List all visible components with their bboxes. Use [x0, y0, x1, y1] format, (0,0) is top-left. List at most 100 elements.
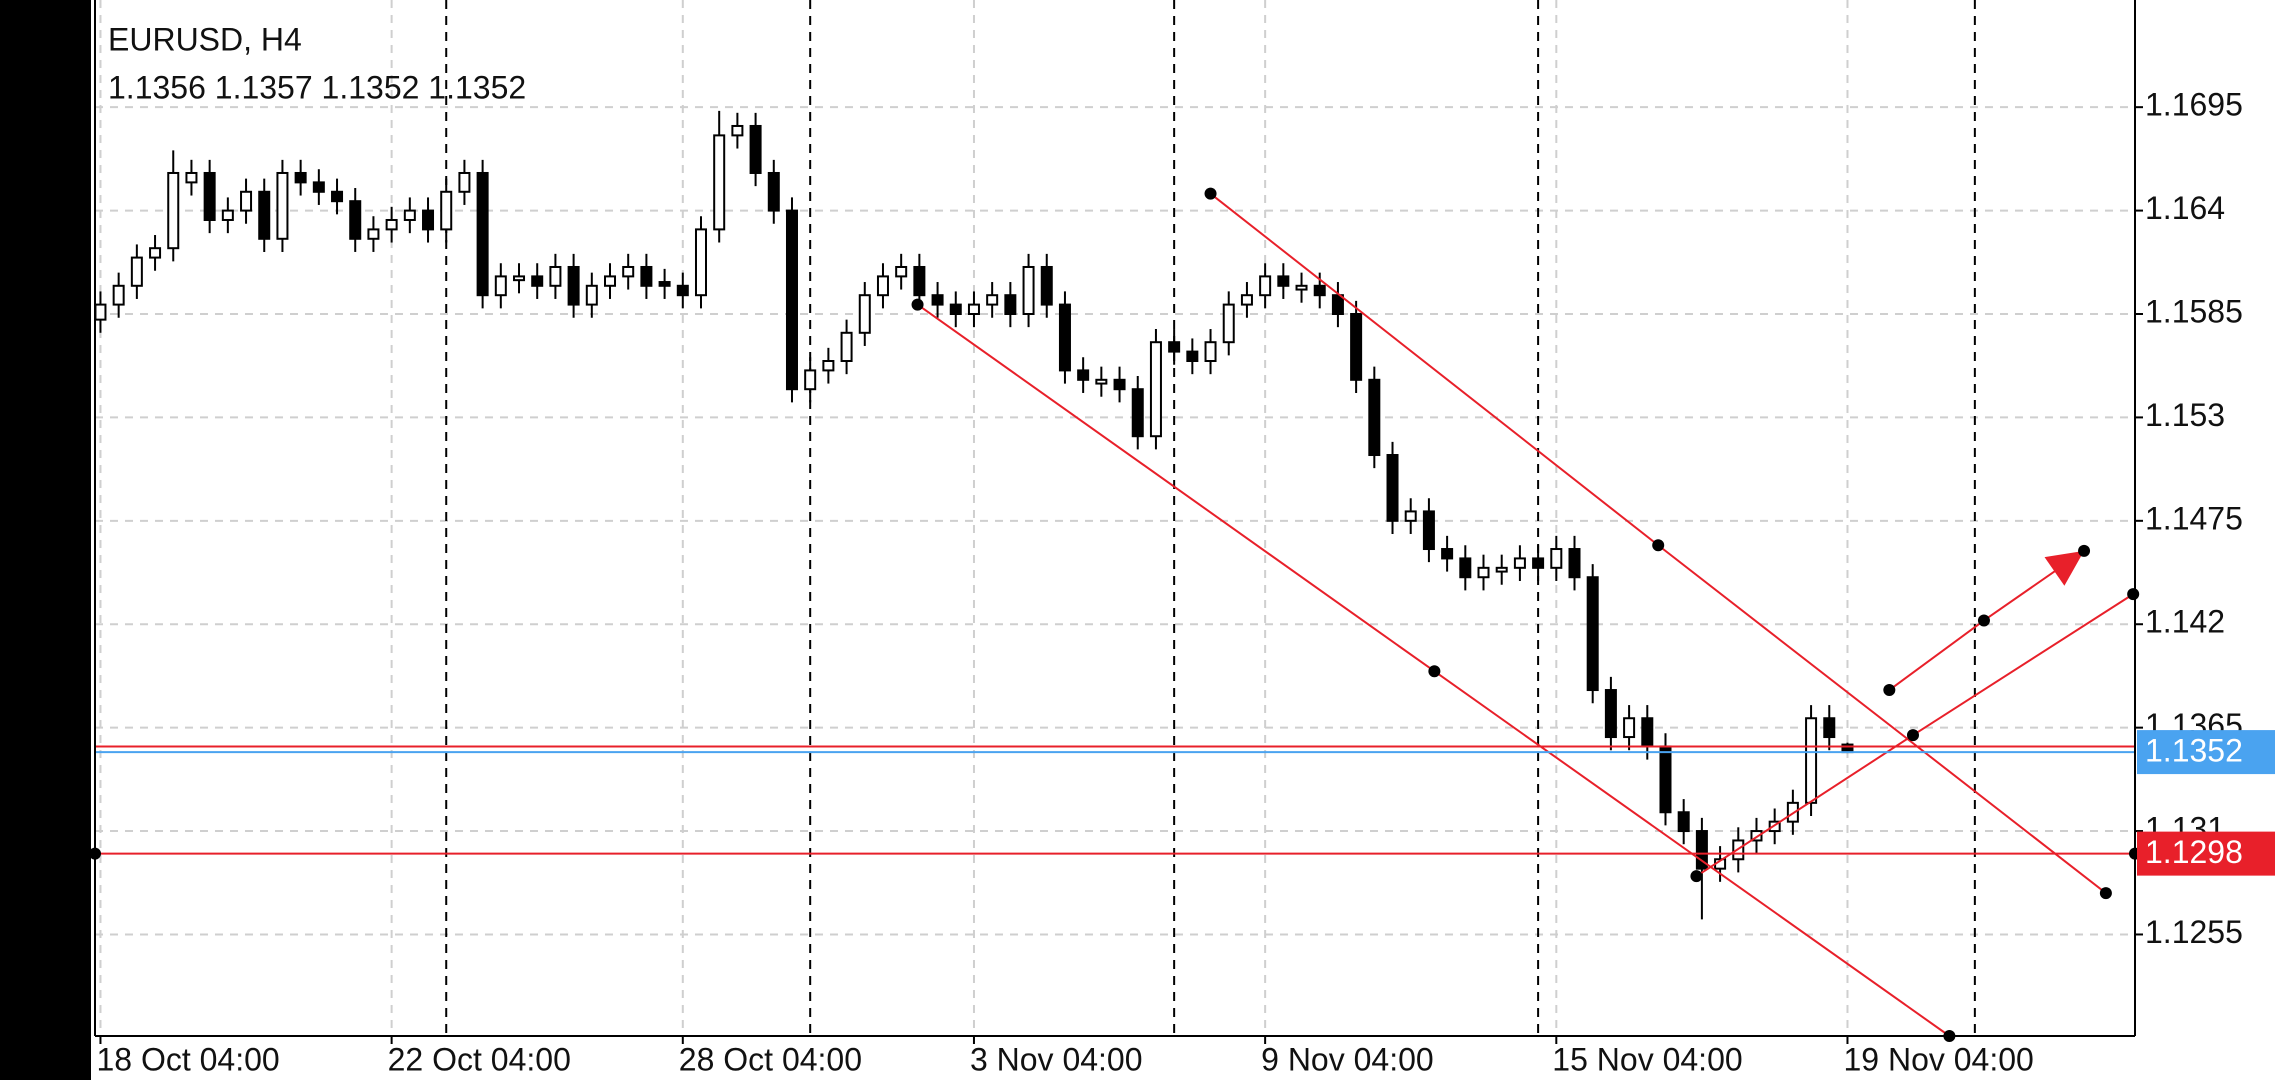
candle-body: [94, 303, 107, 321]
candle-body: [294, 171, 307, 184]
candle-body: [331, 190, 344, 203]
grid-layer: [95, 0, 2143, 1044]
candle-body: [1550, 548, 1563, 569]
candle-body: [640, 265, 653, 287]
candle-body: [1641, 717, 1654, 748]
anchor-dot: [1906, 729, 1919, 742]
candle-body: [1823, 717, 1836, 739]
price-tag-label: 1.1352: [2145, 733, 2243, 769]
anchor-dot: [1428, 665, 1441, 678]
candle-body: [785, 209, 798, 391]
price-tag: [2137, 831, 2275, 876]
x-tick-label: 9 Nov 04:00: [1261, 1041, 1434, 1077]
anchor-dot: [1204, 187, 1217, 200]
arrow-head: [2044, 550, 2085, 586]
price-tag: [2137, 730, 2275, 775]
candle-body: [1677, 811, 1690, 833]
candle-body: [367, 228, 380, 240]
candle-body: [895, 265, 908, 278]
overlay-layer: [89, 187, 2141, 1042]
candle-body: [1240, 294, 1253, 306]
candle-body: [1058, 303, 1071, 372]
chart-title: EURUSD, H4: [108, 21, 302, 57]
candle-body: [349, 200, 362, 240]
candle-body: [949, 303, 962, 315]
anchor-dot: [1977, 614, 1990, 627]
x-tick-label: 15 Nov 04:00: [1552, 1041, 1742, 1077]
anchor-dot: [911, 298, 924, 311]
candle-body: [858, 294, 871, 334]
candle-body: [1750, 830, 1763, 842]
candle-body: [1368, 378, 1381, 457]
candle-body: [731, 124, 744, 137]
candle-body: [1604, 689, 1617, 739]
candle-body: [185, 171, 198, 184]
candle-body: [931, 294, 944, 306]
candle-body: [1295, 284, 1308, 291]
candle-body: [1695, 830, 1708, 870]
candle-body: [1131, 388, 1144, 438]
candle-body: [1095, 378, 1108, 385]
candle-body: [1259, 275, 1272, 297]
candle-body: [658, 281, 671, 287]
candle-body: [1331, 294, 1344, 315]
candle-body: [567, 265, 580, 306]
candle-body: [458, 171, 471, 193]
candle-body: [585, 284, 598, 306]
candle-body: [1386, 454, 1399, 522]
candle-body: [1022, 265, 1035, 315]
candle-body: [312, 181, 325, 193]
candle-body: [749, 124, 762, 174]
candle-body: [203, 171, 216, 221]
y-tick-label: 1.153: [2145, 397, 2225, 433]
candle-body: [1113, 378, 1126, 391]
candle-body: [676, 284, 689, 297]
candle-body: [822, 360, 835, 372]
candle-body: [694, 228, 707, 297]
candle-body: [403, 209, 416, 221]
candle-body: [1441, 548, 1454, 560]
y-tick-label: 1.1585: [2145, 293, 2243, 329]
candle-body: [1004, 294, 1017, 315]
candle-body: [531, 275, 544, 287]
anchor-dot: [1652, 539, 1665, 552]
y-tick-label: 1.1695: [2145, 87, 2243, 123]
y-tick-label: 1.164: [2145, 190, 2225, 226]
candle-body: [385, 218, 398, 231]
candle-body: [494, 275, 507, 297]
candle-body: [1404, 510, 1417, 522]
anchor-dot: [2127, 588, 2140, 601]
candle-body: [1805, 717, 1818, 804]
candle-body: [913, 265, 926, 297]
candle-body: [1077, 369, 1090, 381]
candle-body: [876, 275, 889, 297]
candle-body: [221, 209, 234, 221]
candle-body: [1222, 303, 1235, 344]
candle-body: [967, 303, 980, 315]
candle-body: [240, 190, 253, 212]
candle-body: [1495, 566, 1508, 573]
candle-body: [513, 275, 526, 282]
marks-layer: [94, 110, 1854, 920]
candle-body: [1186, 350, 1199, 363]
candle-body: [1149, 341, 1162, 438]
x-tick-label: 22 Oct 04:00: [388, 1041, 571, 1077]
candle-body: [1459, 557, 1472, 579]
candle-body: [1532, 557, 1545, 569]
anchor-dot: [2078, 544, 2091, 557]
anchor-dot: [1690, 870, 1703, 883]
price-tag-label: 1.1298: [2145, 834, 2243, 870]
left-strip: [0, 0, 91, 1080]
anchor-dot: [1883, 684, 1896, 697]
x-tick-label: 3 Nov 04:00: [970, 1041, 1143, 1077]
candle-body: [1040, 265, 1053, 306]
candle-body: [986, 294, 999, 306]
x-tick-label: 19 Nov 04:00: [1843, 1041, 2033, 1077]
candle-body: [1659, 745, 1672, 814]
candle-body: [804, 369, 817, 391]
candle-body: [476, 171, 489, 297]
candle-body: [767, 171, 780, 212]
candle-body: [167, 171, 180, 250]
